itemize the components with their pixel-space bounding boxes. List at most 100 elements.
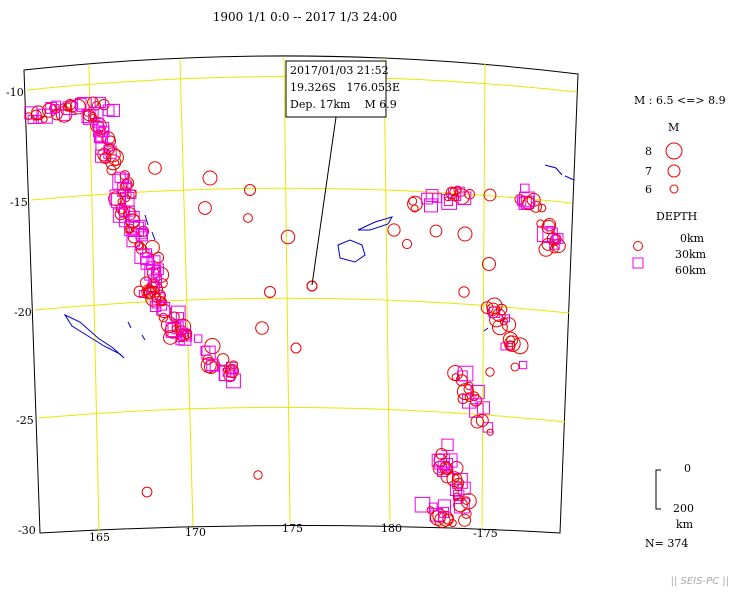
event-marker-shallow [536, 219, 545, 228]
event-marker-shallow [139, 276, 153, 289]
event-marker-shallow [243, 213, 253, 223]
event-marker-shallow [430, 510, 446, 526]
event-marker-deep [157, 300, 168, 311]
lon-label-170: 170 [185, 526, 206, 539]
event-marker-deep [112, 208, 128, 223]
event-marker-shallow [486, 428, 494, 436]
event-marker-shallow [489, 312, 504, 328]
event-marker-shallow [401, 238, 413, 250]
event-marker-shallow [549, 244, 559, 254]
event-marker-shallow [152, 251, 165, 264]
event-marker-shallow [101, 131, 116, 146]
event-marker-deep [194, 334, 203, 343]
event-marker-shallow [546, 232, 560, 246]
lat-label-20: -20 [14, 306, 32, 319]
event-marker-shallow [202, 170, 218, 186]
event-marker-shallow [148, 161, 162, 175]
depth-label-30: 30km [675, 248, 707, 261]
event-count: N= 374 [645, 537, 688, 550]
event-marker-deep [457, 370, 468, 382]
event-marker-shallow [457, 383, 474, 401]
map-title: 1900 1/1 0:0 -- 2017 1/3 24:00 [212, 10, 398, 24]
event-marker-shallow [461, 508, 472, 519]
meridian-180 [383, 57, 391, 523]
event-marker-deep [140, 256, 155, 270]
event-marker-deep [536, 226, 553, 242]
event-marker-shallow [106, 165, 117, 176]
event-marker-deep [519, 361, 528, 370]
event-marker-shallow [435, 448, 448, 460]
viti-levu-coast [337, 239, 366, 263]
event-marker-deep [469, 403, 484, 418]
event-marker-shallow [429, 224, 443, 238]
event-marker-shallow [280, 229, 296, 245]
event-marker-shallow [482, 257, 496, 271]
callout-location: 19.326S 176.053E [290, 81, 400, 94]
new-caledonia-coast [63, 313, 125, 359]
event-marker-shallow [160, 316, 178, 334]
parallel-25 [37, 406, 567, 423]
event-marker-shallow [460, 493, 477, 510]
event-marker-deep [37, 108, 53, 124]
event-marker-shallow [446, 471, 463, 488]
event-marker-shallow [158, 312, 169, 323]
event-marker-shallow [223, 366, 231, 373]
depth-scale-bottom: 200 [673, 502, 694, 515]
event-marker-shallow [457, 226, 473, 242]
axis-labels: -10 -15 -20 -25 -30 165 170 175 180 -175 [6, 86, 498, 544]
event-marker-deep [128, 221, 145, 238]
event-marker-shallow [457, 393, 469, 405]
event-marker-deep [414, 496, 431, 513]
event-marker-shallow [463, 384, 474, 395]
event-marker-shallow [426, 506, 435, 514]
mag-symbol-8 [665, 142, 683, 160]
event-marker-deep [209, 361, 220, 372]
lon-label-m175: -175 [473, 527, 498, 540]
meridian-165 [88, 65, 100, 533]
event-marker-deep [441, 438, 454, 451]
event-marker-deep [470, 384, 485, 400]
event-marker-deep [181, 330, 193, 342]
event-marker-deep [148, 274, 162, 289]
loyalty-islands [127, 321, 146, 341]
event-marker-shallow [464, 392, 475, 403]
event-marker-shallow [290, 342, 302, 354]
lat-label-15: -15 [10, 196, 28, 209]
event-marker-shallow [30, 109, 42, 121]
event-marker-deep [443, 453, 458, 468]
event-marker-shallow [451, 373, 460, 382]
depth-symbol-30 [632, 257, 644, 269]
event-marker-shallow [464, 189, 476, 200]
event-marker-shallow [475, 414, 489, 427]
event-marker-shallow [225, 364, 239, 378]
event-marker-shallow [122, 194, 131, 203]
event-marker-deep [88, 107, 104, 123]
event-marker-deep [171, 319, 187, 335]
event-marker-shallow [505, 340, 516, 351]
map-frame [23, 55, 579, 534]
event-marker-shallow [244, 184, 256, 196]
event-marker-shallow [142, 286, 152, 296]
event-marker-deep [517, 196, 527, 206]
event-marker-shallow [123, 207, 137, 221]
mag-label-6: 6 [645, 183, 652, 196]
meridian-170 [179, 59, 194, 527]
event-marker-shallow [445, 186, 459, 200]
event-marker-shallow [451, 474, 460, 483]
magnitude-range: M : 6.5 <=> 8.9 [634, 94, 726, 107]
magnitude-title: M [668, 121, 679, 134]
event-marker-deep [62, 101, 77, 116]
event-marker-deep [167, 323, 182, 338]
event-marker-deep [106, 103, 120, 117]
event-marker-shallow [470, 415, 484, 429]
legend: M : 6.5 <=> 8.9 M 8 7 6 DEPTH 0km 30km 6… [632, 94, 726, 550]
depth-label-0: 0km [680, 232, 705, 245]
event-marker-deep [488, 306, 501, 318]
event-marker-shallow [127, 189, 137, 199]
parallel-20 [34, 297, 570, 314]
event-marker-shallow [451, 193, 460, 202]
event-marker-shallow [511, 337, 529, 355]
depth-scale-top: 0 [684, 462, 691, 475]
event-marker-shallow [144, 240, 160, 255]
depth-scale-unit: km [676, 518, 694, 531]
